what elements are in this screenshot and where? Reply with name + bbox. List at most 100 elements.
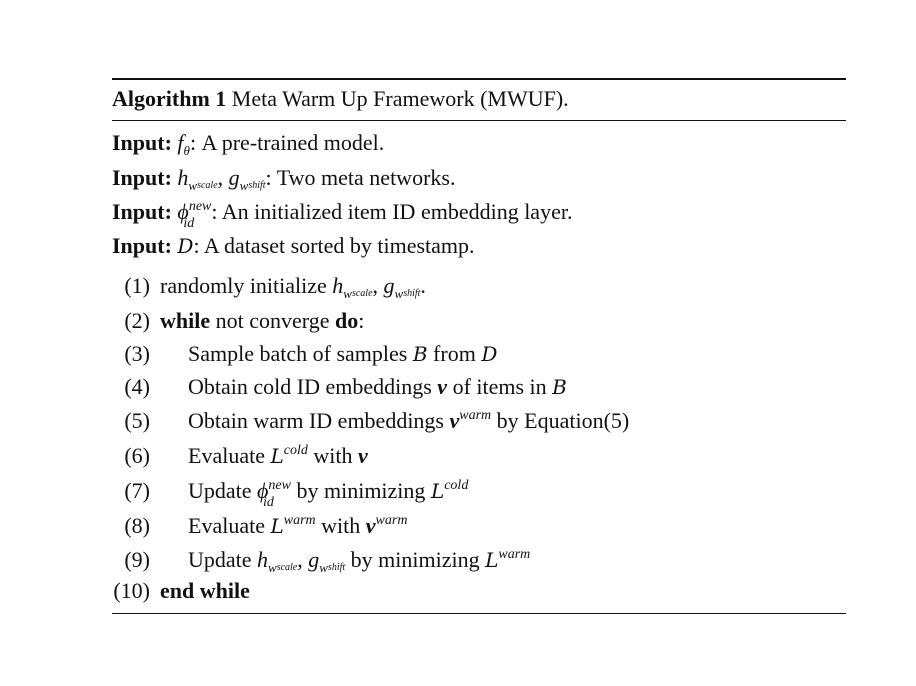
symbol-id: id [263,495,274,510]
step-number: (1) [124,273,150,298]
input-label: Input: [112,199,172,224]
step-text-mid: with [321,513,361,538]
step-text: Obtain warm ID embeddings [188,408,444,433]
step-number: (5) [124,408,150,433]
symbol-warm: warm [375,513,408,528]
symbol-loss: L [270,444,284,468]
symbol-cold: cold [444,478,469,493]
input-line-4: Input: D: A dataset sorted by timestamp. [112,235,475,257]
step-number: (6) [124,443,150,468]
algorithm-name: Meta Warm Up Framework (MWUF). [231,86,569,111]
bottom-rule [112,613,846,614]
symbol-batch: B [552,375,567,399]
symbol-scale: scale [197,180,218,191]
symbol-w: w [319,560,328,575]
symbol-shift: shift [403,288,421,299]
input-label: Input: [112,130,172,155]
step-7: (7) Update ϕnew id by minimizing Lcold [112,478,469,510]
step-2: (2) while not converge do: [112,310,364,332]
symbol-theta: θ [183,143,190,158]
step-9: (9) Update hwscale, gwshift by minimizing… [112,547,531,575]
step-colon: : [358,308,365,333]
input-line-2: Input: hwscale, gwshift: Two meta networ… [112,165,456,193]
input-line-3: Input: ϕnew id : An initialized item ID em… [112,199,573,231]
input-label: Input: [112,165,172,190]
step-3: (3) Sample batch of samples B from D [112,343,497,365]
step-8: (8) Evaluate Lwarm with vwarm [112,514,407,537]
input-text: : A pre-trained model. [189,130,385,155]
step-text-mid: by Equation(5) [496,408,630,433]
step-text-mid: by minimizing [296,478,426,503]
step-text-mid: by minimizing [350,547,480,572]
step-text: Obtain cold ID embeddings [188,374,432,399]
symbol-g: g [308,547,320,572]
input-label: Input: [112,233,172,258]
symbol-h: h [332,273,344,298]
input-text: : An initialized item ID embedding layer… [211,199,573,224]
step-number: (8) [124,513,150,538]
symbol-h: h [177,165,189,190]
step-text: randomly initialize [160,273,327,298]
algorithm-title: Algorithm 1 Meta Warm Up Framework (MWUF… [112,86,569,112]
step-10: (10) end while [112,580,250,602]
step-5: (5) Obtain warm ID embeddings vwarm by Eq… [112,409,629,432]
symbol-phi-new-id: ϕnew id [177,199,212,231]
symbol-loss: L [270,514,284,538]
step-text-mid: from [433,341,476,366]
symbol-phi-new-id: ϕnew id [257,478,291,510]
symbol-shift: shift [248,180,266,191]
symbol-warm: warm [498,547,531,562]
step-text-mid: of items in [452,374,547,399]
symbol-comma: , [297,547,303,572]
symbol-batch: B [412,342,428,366]
keyword-do: do [334,308,359,333]
algorithm-label: Algorithm 1 [112,86,227,111]
symbol-cold: cold [283,443,308,458]
symbol-warm: warm [283,513,316,528]
symbol-dataset: D [481,342,498,366]
keyword-end-while: end while [160,578,250,603]
symbol-phi: ϕ [177,199,189,224]
step-4: (4) Obtain cold ID embeddings v of items … [112,376,567,398]
step-number: (2) [124,308,150,333]
step-text: Evaluate [188,443,265,468]
symbol-dataset: D [177,234,194,258]
symbol-v: v [449,408,460,433]
symbol-v: v [437,374,448,399]
symbol-w: w [188,178,198,193]
step-1: (1) randomly initialize hwscale, gwshift. [112,273,426,301]
step-number: (4) [124,374,150,399]
symbol-new: new [268,478,291,493]
symbol-g: g [383,273,395,298]
symbol-w: w [343,286,352,301]
step-text: Update [188,478,252,503]
symbol-loss: L [430,479,445,503]
step-number: (3) [124,341,150,366]
symbol-w: w [239,178,249,193]
symbol-w: w [394,286,404,301]
symbol-new: new [188,199,212,214]
input-text: : A dataset sorted by timestamp. [193,233,475,258]
step-number: (7) [124,478,150,503]
input-line-1: Input: fθ: A pre-trained model. [112,130,385,158]
symbol-comma: , [372,273,379,298]
step-number: (10) [113,578,150,603]
symbol-id: id [183,216,195,231]
symbol-w: w [268,560,277,575]
symbol-loss: L [485,548,499,572]
step-6: (6) Evaluate Lcold with v [112,443,367,468]
symbol-shift: shift [327,562,346,573]
symbol-h: h [257,547,269,572]
symbol-phi: ϕ [257,478,269,503]
symbol-period: . [420,273,426,298]
step-text: Sample batch of samples [188,341,408,366]
symbol-f: f [177,130,184,155]
input-text: : Two meta networks. [265,165,456,190]
symbol-scale: scale [351,288,373,299]
step-number: (9) [124,547,150,572]
step-text: Evaluate [188,513,265,538]
step-text-mid: with [313,443,353,468]
symbol-scale: scale [276,562,298,573]
top-rule [112,78,846,80]
symbol-g: g [228,165,240,190]
